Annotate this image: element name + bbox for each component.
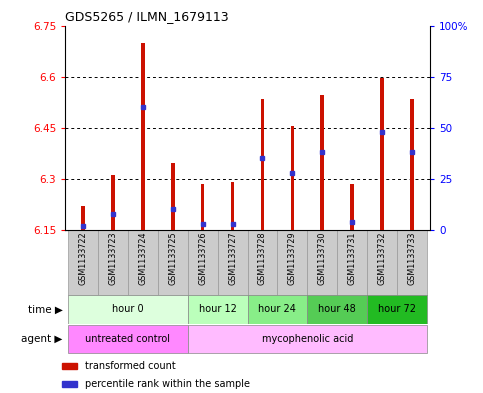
Text: untreated control: untreated control bbox=[85, 334, 170, 344]
Bar bbox=[248, 296, 307, 324]
Bar bbox=[277, 230, 307, 295]
Text: percentile rank within the sample: percentile rank within the sample bbox=[85, 379, 250, 389]
Bar bbox=[307, 296, 367, 324]
Bar bbox=[307, 230, 337, 295]
Bar bbox=[350, 184, 354, 230]
Bar bbox=[171, 163, 175, 230]
Text: GSM1133728: GSM1133728 bbox=[258, 232, 267, 285]
Bar bbox=[68, 230, 98, 295]
Text: GSM1133723: GSM1133723 bbox=[109, 232, 117, 285]
Bar bbox=[231, 182, 234, 230]
Text: time ▶: time ▶ bbox=[28, 305, 63, 314]
Bar bbox=[410, 99, 414, 230]
Bar bbox=[397, 230, 427, 295]
Text: GSM1133727: GSM1133727 bbox=[228, 232, 237, 285]
Bar bbox=[68, 296, 188, 324]
Bar bbox=[188, 230, 218, 295]
Text: hour 0: hour 0 bbox=[112, 305, 144, 314]
Text: agent ▶: agent ▶ bbox=[21, 334, 63, 344]
Bar bbox=[62, 380, 77, 387]
Text: GSM1133731: GSM1133731 bbox=[348, 232, 356, 285]
Bar bbox=[367, 296, 427, 324]
Text: GSM1133724: GSM1133724 bbox=[139, 232, 147, 285]
Text: GSM1133733: GSM1133733 bbox=[408, 232, 416, 285]
Bar bbox=[261, 99, 264, 230]
Text: GSM1133726: GSM1133726 bbox=[198, 232, 207, 285]
Text: mycophenolic acid: mycophenolic acid bbox=[262, 334, 353, 344]
Text: GDS5265 / ILMN_1679113: GDS5265 / ILMN_1679113 bbox=[65, 10, 229, 23]
Bar bbox=[141, 42, 145, 230]
Text: hour 24: hour 24 bbox=[258, 305, 297, 314]
Text: GSM1133725: GSM1133725 bbox=[168, 232, 177, 285]
Text: GSM1133722: GSM1133722 bbox=[79, 232, 87, 285]
Text: hour 12: hour 12 bbox=[199, 305, 237, 314]
Bar bbox=[188, 296, 248, 324]
Text: GSM1133732: GSM1133732 bbox=[378, 232, 386, 285]
Bar bbox=[68, 325, 188, 353]
Bar bbox=[248, 230, 277, 295]
Bar bbox=[201, 184, 204, 230]
Bar bbox=[321, 95, 324, 230]
Bar bbox=[367, 230, 397, 295]
Bar bbox=[98, 230, 128, 295]
Bar bbox=[158, 230, 188, 295]
Bar bbox=[380, 78, 384, 230]
Bar bbox=[111, 175, 115, 230]
Bar bbox=[218, 230, 248, 295]
Text: GSM1133729: GSM1133729 bbox=[288, 232, 297, 285]
Text: hour 48: hour 48 bbox=[318, 305, 356, 314]
Text: hour 72: hour 72 bbox=[378, 305, 416, 314]
Bar bbox=[81, 206, 85, 230]
Bar bbox=[291, 126, 294, 230]
Text: transformed count: transformed count bbox=[85, 361, 176, 371]
Bar bbox=[337, 230, 367, 295]
Bar bbox=[128, 230, 158, 295]
Bar bbox=[188, 325, 427, 353]
Text: GSM1133730: GSM1133730 bbox=[318, 232, 327, 285]
Bar bbox=[62, 363, 77, 369]
